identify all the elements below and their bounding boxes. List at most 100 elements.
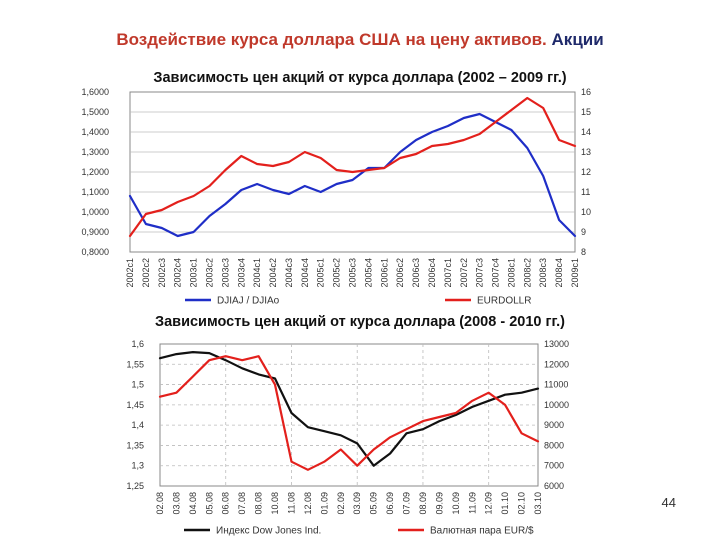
y-left-tick-label: 1,5000	[81, 107, 109, 117]
series-line-2	[128, 96, 577, 238]
x-tick-label: 2007c2	[459, 258, 469, 288]
x-tick-label: 2006c1	[379, 258, 389, 288]
y-left-tick-label: 1,55	[126, 359, 144, 369]
x-tick-label: 09.09	[434, 492, 444, 515]
series-line-1	[128, 112, 577, 238]
legend-label: EURDOLLR	[477, 296, 531, 307]
x-tick-label: 12.09	[484, 492, 494, 515]
x-tick-label: 05.08	[204, 492, 214, 515]
y-right-tick-label: 8000	[544, 440, 564, 450]
x-tick-label: 2002c2	[141, 258, 151, 288]
x-tick-label: 2002c1	[125, 258, 135, 288]
x-tick-label: 2008c3	[538, 258, 548, 288]
y-right-tick-label: 14	[581, 127, 591, 137]
chart-2002-2009: 0,8000 0,9000 1,0000 1,1000 1,2000 1,3000 1,40…	[81, 87, 591, 307]
legend-label: DJIAJ / DJIAo	[217, 296, 280, 307]
x-tick-label: 2004c1	[252, 258, 262, 288]
y-right-tick-label: 12000	[544, 359, 569, 369]
y-right-tick-label: 13	[581, 147, 591, 157]
y-left-tick-label: 1,4000	[81, 127, 109, 137]
y-left-tick-label: 1,0000	[81, 207, 109, 217]
x-tick-label: 08.09	[418, 492, 428, 515]
title-topic: Акции	[551, 30, 604, 49]
x-tick-label: 2007c4	[491, 258, 501, 288]
x-tick-label: 01.10	[500, 492, 510, 515]
x-tick-label: 02.10	[517, 492, 527, 515]
x-tick-label: 12.08	[303, 492, 313, 515]
x-tick-label: 06.08	[221, 492, 231, 515]
y-left-tick-label: 1,25	[126, 481, 144, 491]
x-tick-label: 08.08	[254, 492, 264, 515]
x-tick-label: 2008c2	[522, 258, 532, 288]
x-tick-label: 2003c2	[204, 258, 214, 288]
x-tick-label: 2006c3	[411, 258, 421, 288]
title-main: Воздействие курса доллара США на цену ак…	[116, 30, 547, 49]
chart1-title: Зависимость цен акций от курса доллара (…	[153, 70, 567, 86]
chart2-title: Зависимость цен акций от курса доллара (…	[155, 314, 565, 330]
x-tick-label: 04.08	[188, 492, 198, 515]
x-tick-label: 2004c2	[268, 258, 278, 288]
x-tick-label: 2008c1	[506, 258, 516, 288]
x-tick-label: 10.09	[451, 492, 461, 515]
page-number: 44	[661, 495, 676, 510]
x-tick-label: 2006c2	[395, 258, 405, 288]
x-tick-label: 03.09	[352, 492, 362, 515]
y-right-tick-label: 7000	[544, 461, 564, 471]
x-tick-label: 03.08	[171, 492, 181, 515]
y-right-tick-label: 11	[581, 187, 590, 197]
y-left-tick-label: 1,35	[126, 440, 144, 450]
y-left-tick-label: 1,6000	[81, 87, 109, 97]
y-right-tick-label: 12	[581, 167, 591, 177]
y-left-tick-label: 1,6	[131, 339, 144, 349]
plot-frame-2	[159, 343, 539, 487]
y-left-tick-label: 1,4	[131, 420, 144, 430]
x-tick-label: 2008c4	[554, 258, 564, 288]
x-tick-label: 2007c3	[475, 258, 485, 288]
y-right-tick-label: 10	[581, 207, 591, 217]
series-line-1	[158, 351, 540, 467]
y-right-tick-label: 8	[581, 247, 586, 257]
y-left-tick-label: 1,5	[131, 380, 144, 390]
x-tick-label: 2003c1	[189, 258, 199, 288]
x-tick-label: 10.08	[270, 492, 280, 515]
y-right-tick-label: 11000	[544, 380, 568, 390]
y-right-tick-label: 10000	[544, 400, 569, 410]
x-tick-label: 2004c4	[300, 258, 310, 288]
slide-title: Воздействие курса доллара США на цену ак…	[0, 30, 720, 50]
chart-2008-2010: 1,25 1,3 1,35 1,4 1,45 1,5 1,55 1,6 6000 7000 8000…	[126, 339, 569, 537]
y-right-tick-label: 13000	[544, 339, 569, 349]
x-tick-label: 05.09	[369, 492, 379, 515]
y-left-tick-label: 1,2000	[81, 167, 109, 177]
x-tick-label: 07.08	[237, 492, 247, 515]
x-tick-label: 02.08	[155, 492, 165, 515]
x-tick-label: 2006c4	[427, 258, 437, 288]
x-tick-label: 01.09	[319, 492, 329, 515]
x-tick-label: 2004c3	[284, 258, 294, 288]
y-left-tick-label: 1,1000	[81, 187, 109, 197]
x-tick-label: 02.09	[336, 492, 346, 515]
x-tick-label: 2002c3	[157, 258, 167, 288]
x-tick-label: 2003c3	[220, 258, 230, 288]
y-left-tick-label: 1,45	[126, 400, 144, 410]
y-right-tick-label: 9000	[544, 420, 564, 430]
y-left-tick-label: 1,3000	[81, 147, 109, 157]
x-tick-label: 2005c1	[316, 258, 326, 288]
x-tick-label: 07.09	[402, 492, 412, 515]
x-tick-label: 2003c4	[236, 258, 246, 288]
y-left-tick-label: 1,3	[131, 461, 144, 471]
x-tick-label: 11.09	[467, 492, 477, 514]
y-right-tick-label: 6000	[544, 481, 564, 491]
x-tick-label: 11.08	[286, 492, 296, 514]
x-tick-label: 2002c4	[173, 258, 183, 288]
series-line-2	[158, 355, 540, 471]
x-tick-label: 2005c2	[332, 258, 342, 288]
legend-label: Индекс Dow Jones Ind.	[216, 526, 321, 537]
x-tick-label: 03.10	[533, 492, 543, 515]
y-right-tick-label: 15	[581, 107, 591, 117]
y-right-tick-label: 16	[581, 87, 591, 97]
y-right-tick-label: 9	[581, 227, 586, 237]
x-tick-label: 06.09	[385, 492, 395, 515]
x-tick-label: 2007c1	[443, 258, 453, 288]
x-tick-label: 2005c4	[363, 258, 373, 288]
y-left-tick-label: 0,9000	[81, 227, 109, 237]
